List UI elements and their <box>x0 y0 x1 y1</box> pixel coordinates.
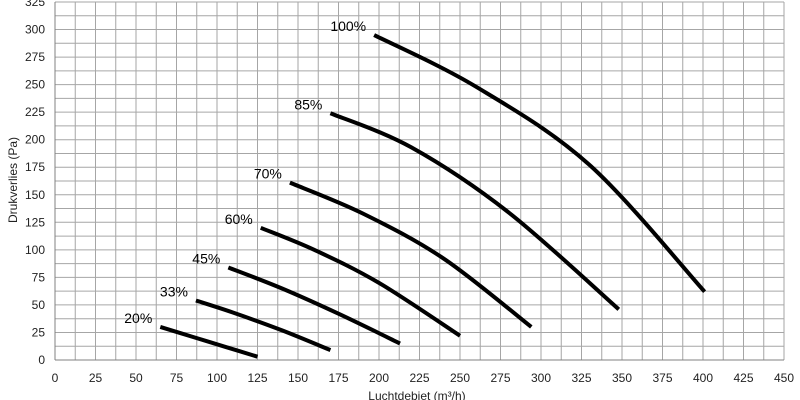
x-tick-label: 25 <box>89 371 103 385</box>
series-line-60pct <box>259 225 462 338</box>
x-tick-label: 225 <box>409 371 429 385</box>
x-tick-label: 100 <box>207 371 227 385</box>
x-tick-label: 125 <box>247 371 267 385</box>
series-line-45pct <box>227 265 401 346</box>
y-tick-label: 100 <box>25 243 45 257</box>
series-line-33pct <box>195 298 332 352</box>
x-tick-label: 200 <box>369 371 389 385</box>
y-tick-labels: 0 25 50 75 100 125 150 175 200 225 250 275 300 325 <box>25 0 45 367</box>
x-tick-label: 425 <box>733 371 753 385</box>
x-tick-label: 375 <box>652 371 672 385</box>
y-tick-label: 0 <box>38 353 45 367</box>
y-tick-label: 225 <box>25 105 45 119</box>
series-label-45pct: 45% <box>192 250 220 266</box>
y-tick-label: 150 <box>25 188 45 202</box>
x-tick-label: 250 <box>450 371 470 385</box>
y-tick-label: 75 <box>32 270 46 284</box>
y-tick-label: 50 <box>32 298 46 312</box>
series-label-70pct: 70% <box>254 166 282 182</box>
x-tick-label: 450 <box>774 371 794 385</box>
x-axis-title: Luchtdebiet (m³/h) <box>368 389 465 400</box>
series-label-100pct: 100% <box>330 18 366 34</box>
y-tick-label: 175 <box>25 160 45 174</box>
x-tick-label: 300 <box>531 371 551 385</box>
series-labels: 20% 33% 45% 60% 70% 85% 100% <box>124 18 366 326</box>
series-line-20pct <box>159 325 259 359</box>
y-tick-label: 200 <box>25 133 45 147</box>
series-label-20pct: 20% <box>124 310 152 326</box>
series-line-100pct <box>373 33 707 294</box>
series-lines <box>159 33 707 359</box>
x-tick-label: 325 <box>571 371 591 385</box>
x-tick-label: 275 <box>490 371 510 385</box>
y-tick-label: 325 <box>25 0 45 9</box>
y-tick-label: 250 <box>25 78 45 92</box>
y-tick-label: 300 <box>25 23 45 37</box>
x-tick-labels: 0 25 50 75 100 125 150 175 200 225 250 275 300 325 350… <box>52 371 795 385</box>
series-label-60pct: 60% <box>225 211 253 227</box>
x-tick-label: 50 <box>129 371 143 385</box>
series-label-85pct: 85% <box>294 96 322 112</box>
x-tick-label: 400 <box>693 371 713 385</box>
y-tick-label: 125 <box>25 215 45 229</box>
x-tick-label: 175 <box>328 371 348 385</box>
series-line-70pct <box>289 180 533 329</box>
x-tick-label: 350 <box>612 371 632 385</box>
series-label-33pct: 33% <box>160 284 188 300</box>
y-tick-label: 275 <box>25 50 45 64</box>
x-tick-label: 75 <box>170 371 184 385</box>
x-tick-label: 150 <box>288 371 308 385</box>
y-axis-title: Drukverlies (Pa) <box>6 137 20 223</box>
series-line-85pct <box>329 111 621 311</box>
y-tick-label: 25 <box>32 325 46 339</box>
x-tick-label: 0 <box>52 371 59 385</box>
